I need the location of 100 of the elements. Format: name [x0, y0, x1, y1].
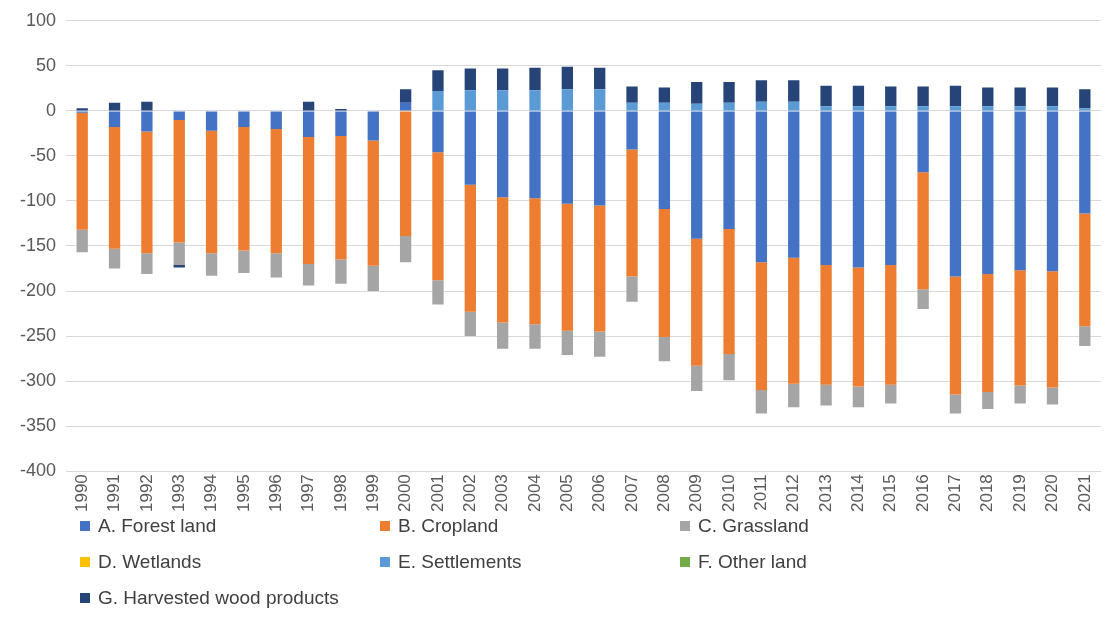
bar	[238, 250, 250, 274]
bar	[982, 111, 994, 274]
bar	[594, 89, 606, 111]
bar	[949, 106, 962, 111]
y-tick-label: -250	[20, 325, 57, 346]
bar	[949, 276, 962, 395]
bar	[755, 80, 768, 102]
bar	[949, 394, 962, 414]
bar	[1014, 87, 1026, 107]
bar	[626, 276, 638, 302]
bar	[173, 264, 185, 268]
y-tick-label: 50	[36, 54, 57, 75]
bar	[238, 127, 250, 251]
legend-label: G. Harvested wood products	[98, 587, 339, 609]
bar	[658, 111, 671, 210]
x-tick-label: 1998	[330, 474, 350, 513]
y-tick-label: -400	[20, 460, 57, 481]
bar	[982, 273, 994, 392]
bar	[76, 229, 88, 253]
bar	[852, 85, 865, 107]
bar	[982, 87, 994, 107]
bar	[1046, 106, 1059, 111]
bar	[658, 209, 671, 337]
bar	[76, 112, 88, 230]
bar	[852, 106, 865, 111]
x-tick-label: 2005	[557, 474, 577, 513]
x-tick-label: 2015	[880, 474, 900, 513]
x-tick-label: 2012	[783, 474, 803, 513]
bar	[270, 128, 282, 254]
bar	[270, 111, 282, 129]
x-tick-label: 2011	[751, 474, 771, 511]
bar	[723, 111, 735, 229]
bar	[529, 67, 541, 91]
bar	[917, 106, 929, 111]
legend-label: A. Forest land	[98, 515, 217, 537]
bar	[917, 289, 929, 310]
bar	[885, 384, 897, 404]
bar	[820, 384, 832, 406]
bar	[1046, 87, 1059, 107]
bar	[788, 257, 800, 384]
x-tick-label: 2007	[621, 474, 641, 513]
x-tick-label: 1995	[233, 474, 253, 513]
x-tick-label: 2002	[460, 474, 479, 513]
bar	[788, 111, 800, 258]
legend-label: D. Wetlands	[98, 551, 202, 573]
x-tick-label: 1997	[298, 474, 318, 513]
bar	[141, 101, 153, 111]
bar	[1046, 271, 1059, 388]
legend-label: E. Settlements	[398, 551, 522, 573]
bar	[399, 236, 412, 263]
bar	[1079, 326, 1091, 346]
x-tick-label: 2001	[427, 474, 447, 513]
x-tick-label: 1990	[71, 474, 91, 513]
bar	[529, 111, 541, 199]
bar	[885, 264, 897, 385]
bar	[1046, 111, 1059, 272]
bar	[723, 82, 735, 103]
bar	[820, 111, 832, 265]
bar	[367, 265, 379, 292]
x-tick-label: 1993	[168, 474, 188, 513]
x-tick-label: 2000	[395, 474, 415, 513]
bar	[367, 111, 379, 141]
bar	[141, 131, 153, 254]
bar	[367, 140, 379, 266]
bar	[885, 111, 897, 265]
x-tick-label: 2019	[1009, 474, 1029, 513]
bar	[432, 111, 444, 153]
bar	[1079, 213, 1091, 327]
bar	[529, 90, 541, 111]
y-tick-label: 0	[46, 99, 57, 120]
bar	[594, 205, 606, 332]
bar	[755, 111, 768, 263]
bar	[1079, 89, 1091, 109]
bar	[529, 324, 541, 349]
x-tick-label: 2006	[589, 474, 609, 513]
bar	[917, 86, 929, 107]
x-tick-label: 1994	[201, 474, 221, 513]
bar	[982, 391, 994, 410]
bar	[108, 102, 121, 111]
bar	[561, 111, 573, 204]
bar	[497, 90, 509, 111]
bar	[302, 264, 315, 286]
bar	[432, 280, 444, 305]
bar	[205, 111, 218, 131]
bar	[594, 67, 606, 90]
bar	[658, 336, 671, 362]
x-tick-label: 2016	[912, 474, 932, 513]
bar	[885, 86, 897, 107]
bar	[108, 127, 121, 249]
legend-label: B. Cropland	[398, 515, 499, 537]
bar	[302, 101, 315, 111]
bar	[302, 111, 315, 137]
bar	[691, 238, 703, 366]
bar	[335, 111, 347, 137]
bar	[561, 330, 573, 355]
bar	[497, 322, 509, 349]
bar	[755, 390, 768, 414]
bar	[982, 106, 994, 111]
legend-label: C. Grassland	[698, 515, 809, 537]
bar	[691, 365, 703, 392]
